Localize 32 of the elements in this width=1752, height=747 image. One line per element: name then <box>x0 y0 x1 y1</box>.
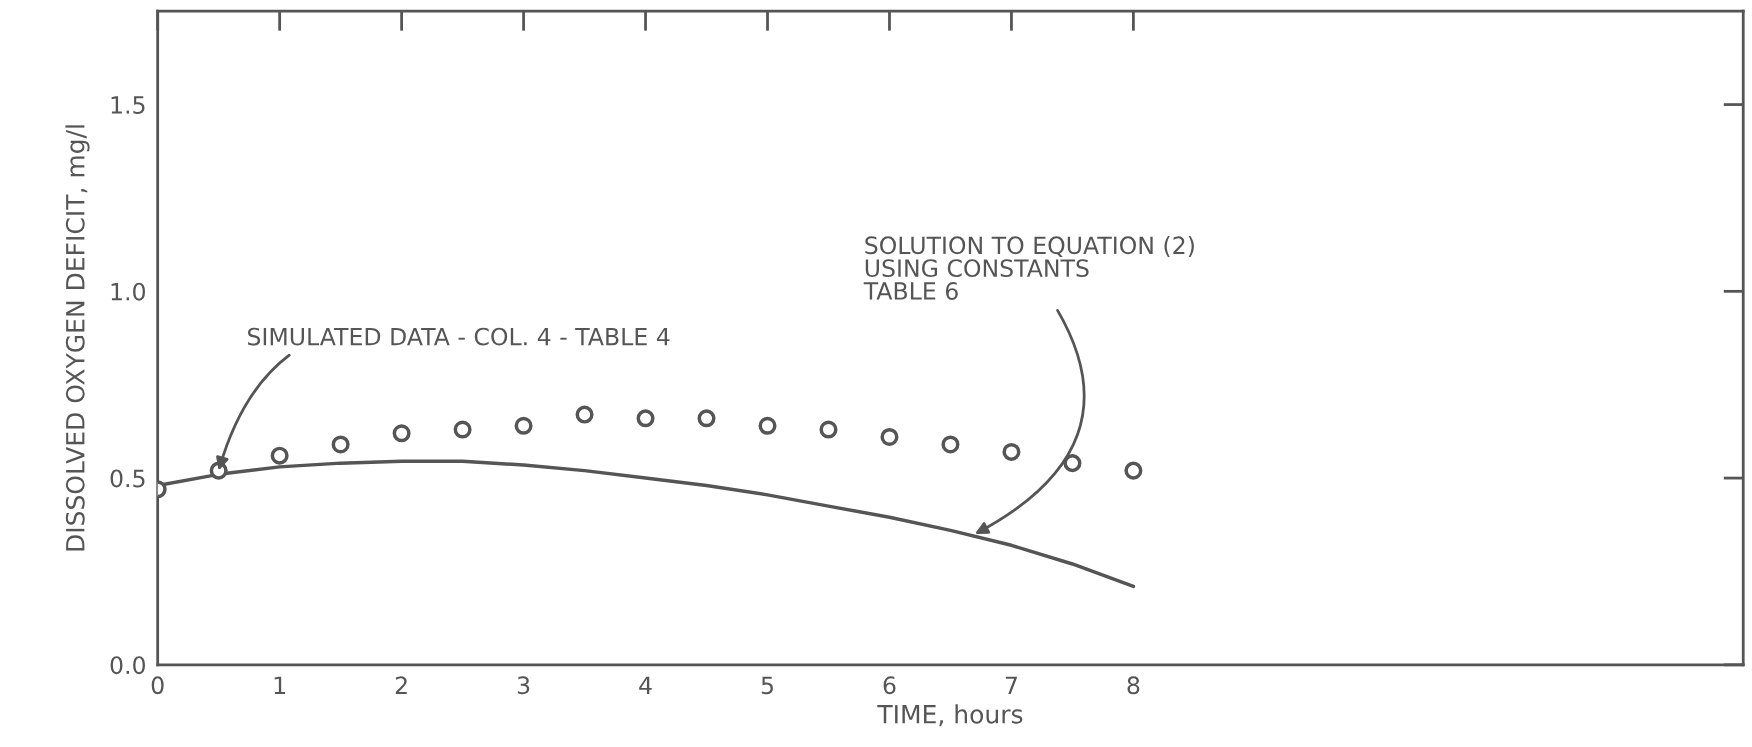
annotation: SOLUTION TO EQUATION (2) USING CONSTANTS TABLE 6 <box>863 235 1194 300</box>
point <box>514 416 533 435</box>
y-tick-label: 1.0 <box>111 282 145 301</box>
point <box>1002 442 1021 461</box>
x-tick-label: 7 <box>1005 676 1017 694</box>
x-tick-label: 1 <box>274 676 285 694</box>
point <box>270 446 289 465</box>
x-tick-label: 2 <box>395 676 407 694</box>
x-tick-label: 6 <box>883 676 896 695</box>
point <box>880 427 899 447</box>
point <box>758 416 777 435</box>
point <box>819 420 838 439</box>
point <box>453 420 472 439</box>
point <box>1124 461 1143 480</box>
y-axis-title: DISSOLVED OXYGEN DEFICIT, mg/l <box>65 125 90 551</box>
x-axis-title: TIME, hours <box>877 704 1023 727</box>
annotation: SIMULATED DATA - COL. 4 - TABLE 4 <box>248 327 670 346</box>
point <box>636 409 655 428</box>
x-tick-label: 0 <box>151 676 164 695</box>
point <box>697 409 716 428</box>
x-tick-label: 3 <box>517 676 530 695</box>
x-tick-label: 4 <box>639 676 652 694</box>
point <box>1063 454 1082 473</box>
y-tick-label: 1.5 <box>111 96 145 114</box>
point <box>941 435 960 454</box>
point <box>331 435 350 454</box>
point <box>575 405 594 424</box>
x-tick-label: 5 <box>761 676 773 695</box>
y-tick-label: 0.5 <box>110 469 145 488</box>
y-tick-label: 0.0 <box>110 656 145 675</box>
x-tick-label: 8 <box>1127 676 1140 695</box>
point <box>392 424 411 443</box>
